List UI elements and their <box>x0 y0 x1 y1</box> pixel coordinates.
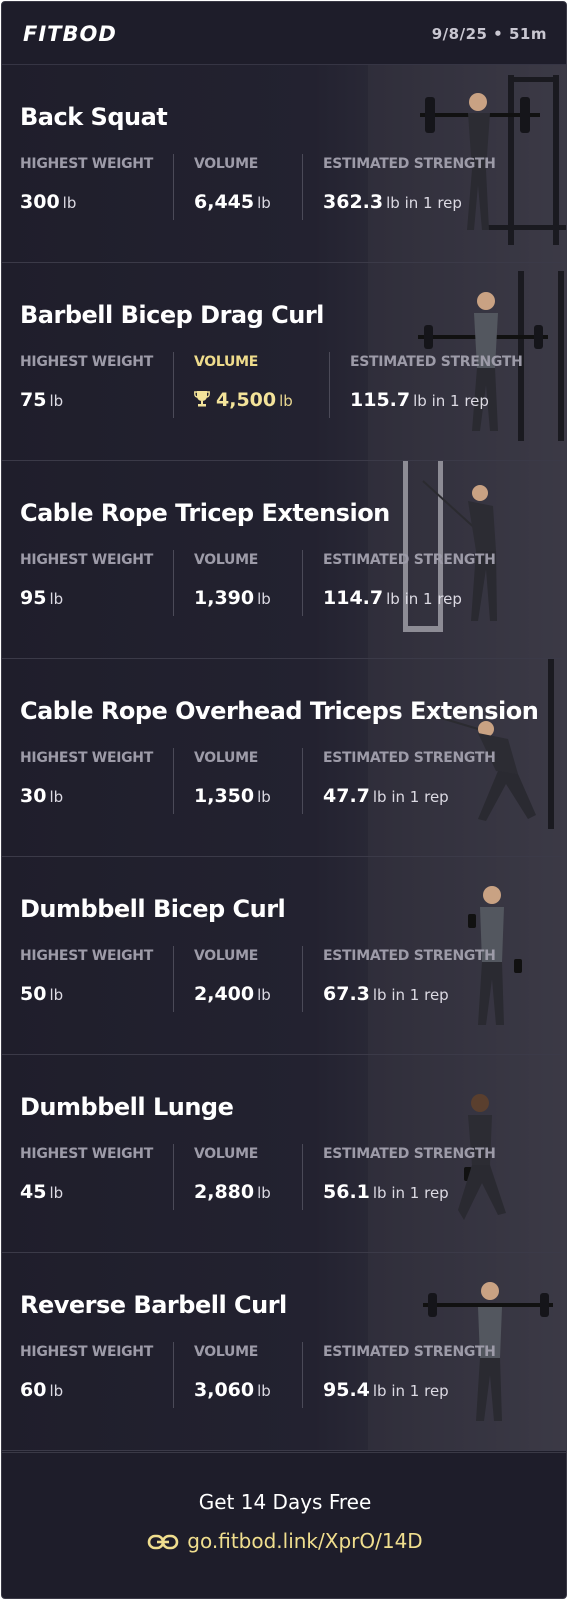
highest-weight-value: 30 lb <box>20 785 64 807</box>
highest-weight-stat: HIGHEST WEIGHT 300 lb <box>20 154 173 220</box>
volume-stat: VOLUME 2,400 lb <box>173 946 302 1012</box>
volume-stat: VOLUME 4,500 lb <box>173 352 329 418</box>
exercise-name: Barbell Bicep Drag Curl <box>20 301 324 329</box>
volume-stat: VOLUME 1,350 lb <box>173 748 302 814</box>
fitbod-logo: FITBOD <box>23 22 117 46</box>
volume-label: VOLUME <box>194 552 258 568</box>
estimated-strength-stat: ESTIMATED STRENGTH 362.3 lb in 1 rep <box>302 154 532 220</box>
estimated-strength-label: ESTIMATED STRENGTH <box>323 1146 496 1162</box>
highest-weight-value: 75 lb <box>20 389 64 411</box>
estimated-strength-stat: ESTIMATED STRENGTH 47.7 lb in 1 rep <box>302 748 532 814</box>
trophy-icon <box>194 390 210 412</box>
exercise-photo <box>368 857 566 1054</box>
volume-value: 1,350 lb <box>194 785 271 807</box>
volume-label: VOLUME <box>194 750 258 766</box>
highest-weight-label: HIGHEST WEIGHT <box>20 1146 153 1162</box>
estimated-strength-stat: ESTIMATED STRENGTH 115.7 lb in 1 rep <box>329 352 539 418</box>
volume-label: VOLUME <box>194 1344 258 1360</box>
exercise-row-dumbbell-bicep-curl: Dumbbell Bicep Curl HIGHEST WEIGHT 50 lb … <box>2 857 566 1055</box>
exercise-name: Reverse Barbell Curl <box>20 1291 287 1319</box>
exercise-photo <box>368 263 566 460</box>
volume-value: 3,060 lb <box>194 1379 271 1401</box>
exercise-photo <box>368 1055 566 1252</box>
estimated-strength-label: ESTIMATED STRENGTH <box>350 354 523 370</box>
highest-weight-stat: HIGHEST WEIGHT 50 lb <box>20 946 173 1012</box>
exercise-photo <box>368 659 566 856</box>
exercise-photo <box>368 461 566 658</box>
volume-stat: VOLUME 6,445 lb <box>173 154 302 220</box>
estimated-strength-value: 47.7 lb in 1 rep <box>323 785 449 807</box>
highest-weight-label: HIGHEST WEIGHT <box>20 354 153 370</box>
volume-value: 2,400 lb <box>194 983 271 1005</box>
exercise-name: Dumbbell Lunge <box>20 1093 234 1121</box>
highest-weight-stat: HIGHEST WEIGHT 95 lb <box>20 550 173 616</box>
estimated-strength-label: ESTIMATED STRENGTH <box>323 552 496 568</box>
exercise-row-back-squat: Back Squat HIGHEST WEIGHT 300 lb VOLUME 6… <box>2 65 566 263</box>
estimated-strength-stat: ESTIMATED STRENGTH 95.4 lb in 1 rep <box>302 1342 532 1408</box>
highest-weight-label: HIGHEST WEIGHT <box>20 1344 153 1360</box>
volume-label: VOLUME <box>194 354 258 370</box>
highest-weight-label: HIGHEST WEIGHT <box>20 552 153 568</box>
highest-weight-label: HIGHEST WEIGHT <box>20 948 153 964</box>
exercise-photo <box>368 1253 566 1450</box>
highest-weight-stat: HIGHEST WEIGHT 30 lb <box>20 748 173 814</box>
volume-value: 1,390 lb <box>194 587 271 609</box>
exercise-row-cable-rope-tricep-extension: Cable Rope Tricep Extension HIGHEST WEIG… <box>2 461 566 659</box>
exercise-name: Back Squat <box>20 103 168 131</box>
estimated-strength-value: 114.7 lb in 1 rep <box>323 587 462 609</box>
volume-label: VOLUME <box>194 156 258 172</box>
highest-weight-label: HIGHEST WEIGHT <box>20 750 153 766</box>
estimated-strength-stat: ESTIMATED STRENGTH 56.1 lb in 1 rep <box>302 1144 532 1210</box>
volume-value: 2,880 lb <box>194 1181 271 1203</box>
estimated-strength-value: 115.7 lb in 1 rep <box>350 389 489 411</box>
header: FITBOD 9/8/25 • 51m <box>2 2 566 65</box>
link-icon <box>147 1532 179 1556</box>
volume-stat: VOLUME 1,390 lb <box>173 550 302 616</box>
estimated-strength-label: ESTIMATED STRENGTH <box>323 1344 496 1360</box>
estimated-strength-stat: ESTIMATED STRENGTH 114.7 lb in 1 rep <box>302 550 532 616</box>
estimated-strength-value: 67.3 lb in 1 rep <box>323 983 449 1005</box>
referral-link[interactable]: go.fitbod.link/XprO/14D <box>2 1529 566 1556</box>
highest-weight-stat: HIGHEST WEIGHT 75 lb <box>20 352 173 418</box>
volume-stat: VOLUME 2,880 lb <box>173 1144 302 1210</box>
referral-link-text[interactable]: go.fitbod.link/XprO/14D <box>187 1529 423 1553</box>
exercise-photo <box>368 65 566 262</box>
highest-weight-value: 45 lb <box>20 1181 64 1203</box>
exercise-name: Cable Rope Overhead Triceps Extension <box>20 697 539 725</box>
volume-value: 6,445 lb <box>194 191 271 213</box>
volume-label: VOLUME <box>194 1146 258 1162</box>
estimated-strength-value: 56.1 lb in 1 rep <box>323 1181 449 1203</box>
highest-weight-value: 300 lb <box>20 191 77 213</box>
workout-date-duration: 9/8/25 • 51m <box>431 25 547 43</box>
exercise-name: Cable Rope Tricep Extension <box>20 499 390 527</box>
estimated-strength-label: ESTIMATED STRENGTH <box>323 156 496 172</box>
exercise-row-cable-rope-overhead-triceps-extension: Cable Rope Overhead Triceps Extension HI… <box>2 659 566 857</box>
estimated-strength-value: 362.3 lb in 1 rep <box>323 191 462 213</box>
estimated-strength-label: ESTIMATED STRENGTH <box>323 750 496 766</box>
highest-weight-stat: HIGHEST WEIGHT 45 lb <box>20 1144 173 1210</box>
exercise-name: Dumbbell Bicep Curl <box>20 895 286 923</box>
footer: Get 14 Days Free go.fitbod.link/XprO/14D <box>2 1452 566 1598</box>
volume-stat: VOLUME 3,060 lb <box>173 1342 302 1408</box>
exercise-row-dumbbell-lunge: Dumbbell Lunge HIGHEST WEIGHT 45 lb VOLUM… <box>2 1055 566 1253</box>
highest-weight-value: 50 lb <box>20 983 64 1005</box>
exercise-row-reverse-barbell-curl: Reverse Barbell Curl HIGHEST WEIGHT 60 lb… <box>2 1253 566 1451</box>
volume-label: VOLUME <box>194 948 258 964</box>
highest-weight-label: HIGHEST WEIGHT <box>20 156 153 172</box>
volume-value: 4,500 lb <box>194 389 293 412</box>
estimated-strength-stat: ESTIMATED STRENGTH 67.3 lb in 1 rep <box>302 946 532 1012</box>
highest-weight-stat: HIGHEST WEIGHT 60 lb <box>20 1342 173 1408</box>
estimated-strength-label: ESTIMATED STRENGTH <box>323 948 496 964</box>
highest-weight-value: 60 lb <box>20 1379 64 1401</box>
estimated-strength-value: 95.4 lb in 1 rep <box>323 1379 449 1401</box>
highest-weight-value: 95 lb <box>20 587 64 609</box>
exercise-row-barbell-bicep-drag-curl: Barbell Bicep Drag Curl HIGHEST WEIGHT 7… <box>2 263 566 461</box>
free-trial-text: Get 14 Days Free <box>198 1490 372 1514</box>
